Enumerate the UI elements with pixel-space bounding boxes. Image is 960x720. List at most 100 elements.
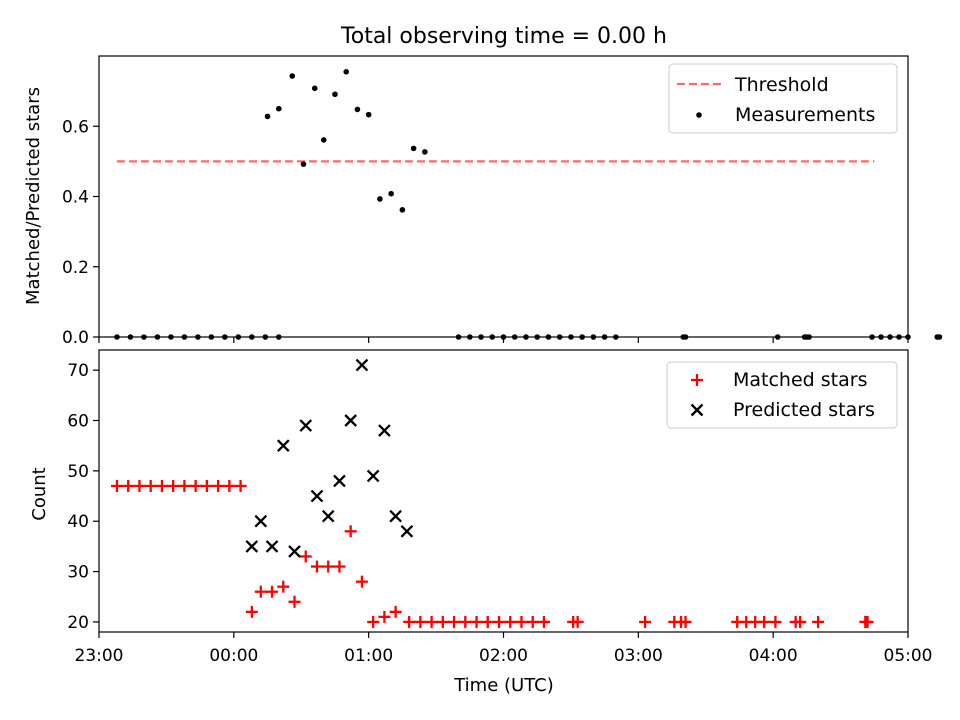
x-axis-label: Time (UTC) [453,675,554,696]
matched-star-point [515,615,528,628]
bottom-legend: Matched stars Predicted stars [666,361,898,429]
x-tick-label: 23:00 [75,646,124,666]
legend-matched-label: Matched stars [733,369,867,391]
matched-star-point [812,615,825,628]
legend-predicted-label: Predicted stars [733,399,875,421]
matched-star-point [448,615,461,628]
measurement-point [332,91,338,98]
measurement-point [422,149,428,155]
matched-star-point [537,615,550,628]
matched-star-point [234,479,247,492]
bottom-y-tick-label: 40 [67,512,89,532]
predicted-star-point [310,489,324,503]
predicted-star-point [344,414,358,427]
bottom-y-tick-label: 30 [67,563,89,583]
matched-star-point [470,615,483,628]
x-tick-label: 02:00 [479,646,528,666]
matched-star-point [155,479,168,492]
bottom-y-tick-label: 70 [67,361,89,381]
matched-star-point [861,615,874,628]
matched-star-point [378,610,391,623]
matched-star-point [110,479,123,492]
top-y-tick-label: 0.6 [62,117,89,137]
legend-predicted-swatch [690,403,704,417]
legend-measurements-swatch [696,112,702,118]
bottom-y-tick-label: 50 [67,462,89,482]
top-legend: Threshold Measurements [668,63,898,134]
matched-star-point [200,479,213,492]
bottom-legend-box [666,361,898,429]
matched-star-point [189,479,202,492]
x-tick-label: 04:00 [749,646,798,666]
measurement-point [388,190,394,197]
matched-star-point [493,615,506,628]
predicted-star-point [355,358,369,372]
legend-measurements-label: Measurements [735,104,875,126]
measurement-point [354,106,361,113]
predicted-star-point [288,545,301,558]
matched-star-point [414,615,427,628]
predicted-star-point [265,540,279,553]
matched-star-point [245,605,258,618]
predicted-star-point [276,439,290,452]
matched-star-point [679,615,692,628]
predicted-star-point [333,474,346,488]
measurement-point [365,111,372,118]
bottom-y-ticks: 20 30 40 50 60 70 [67,361,99,633]
matched-star-point [403,615,416,628]
bottom-y-tick-label: 60 [67,412,89,432]
predicted-star-point [389,509,402,523]
top-panel: 0.0 0.2 0.4 0.6 Matched/Predicted stars Thr… [23,55,943,348]
matched-star-point [223,479,236,492]
bottom-y-tick-label: 20 [67,613,89,633]
legend-predicted-marker [690,403,704,417]
top-y-axis-label: Matched/Predicted stars [23,87,44,305]
measurement-point [275,105,282,112]
measurement-point [300,161,307,167]
bottom-panel-data [110,358,874,628]
bottom-x-ticks: 23:00 00:00 01:00 02:00 03:00 04:00 05:00 [75,632,933,666]
matched-star-point [299,550,312,563]
measurement-point [399,207,406,213]
matched-star-point [504,615,517,628]
bottom-y-axis-label: Count [29,467,50,520]
matched-star-point [459,615,472,628]
measurement-point [320,137,327,143]
legend-matched-marker [691,374,703,386]
measurement-point [289,73,296,79]
top-y-tick-label: 0.0 [62,328,89,348]
matched-star-point [122,479,135,492]
matched-star-point [266,585,279,598]
x-tick-label: 03:00 [614,646,663,666]
matched-star-point [133,479,146,492]
legend-threshold-label: Threshold [734,74,829,96]
predicted-star-point [400,524,414,538]
predicted-star-point [378,424,391,437]
x-tick-label: 05:00 [884,646,933,666]
matched-star-point [144,479,157,492]
chart-title: Total observing time = 0.00 h [340,24,667,49]
top-y-ticks: 0.0 0.2 0.4 0.6 [62,117,99,348]
matched-star-point [794,615,807,628]
predicted-star-point [299,419,313,432]
matched-star-point [288,595,301,608]
measurement-point [311,85,318,92]
matched-star-point [344,525,357,538]
matched-star-point [212,479,225,492]
measurement-point [936,334,943,340]
matched-star-point [367,615,380,628]
legend-matched-swatch [691,374,703,386]
matched-star-point [355,575,368,588]
matched-star-point [639,615,652,628]
matched-star-point [178,479,191,492]
matched-star-point [526,615,539,628]
bottom-panel: 20 30 40 50 60 70 23:00 00:00 01:00 02:00 03:00 04… [29,349,933,696]
matched-star-point [436,615,449,628]
matched-star-point [389,605,402,618]
matched-star-point [481,615,494,628]
predicted-star-point [366,469,380,483]
matched-star-point [254,585,267,598]
top-legend-box [668,63,898,134]
matched-star-point [310,560,323,573]
